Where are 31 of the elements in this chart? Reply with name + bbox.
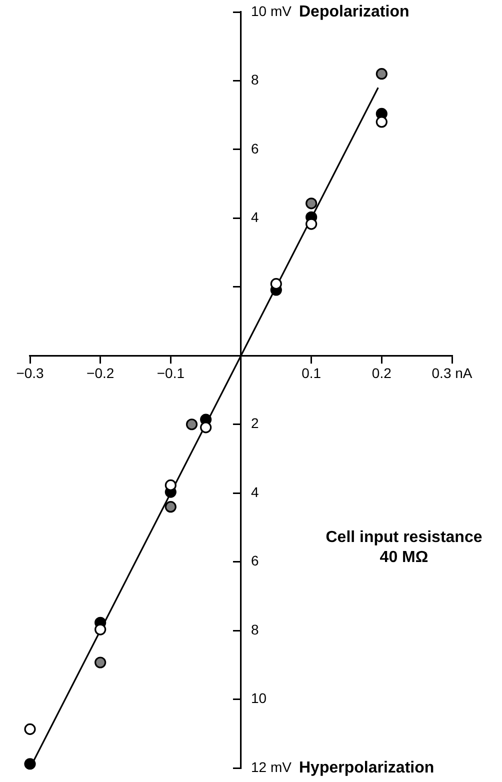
point bbox=[24, 758, 36, 770]
y-tick-label: 6 bbox=[251, 140, 259, 156]
point bbox=[376, 116, 388, 128]
point bbox=[200, 422, 212, 434]
point bbox=[94, 624, 106, 636]
y-tick-label: 12 mV bbox=[251, 758, 292, 775]
y-tick-label: 2 bbox=[251, 415, 259, 432]
y-tick-label: 10 bbox=[251, 690, 267, 706]
point bbox=[24, 723, 36, 735]
annotation: Cell input resistance 40 MΩ bbox=[326, 529, 482, 566]
x-tick-label: −0.1 bbox=[156, 364, 185, 381]
y-tick-label: 6 bbox=[251, 552, 259, 569]
x-tick-label: 0.1 bbox=[302, 364, 322, 381]
x-tick-label: −0.2 bbox=[86, 364, 114, 381]
x-tick-label: 0.3 nA bbox=[432, 364, 473, 381]
point bbox=[164, 501, 176, 513]
x-tick-label: −0.3 bbox=[16, 364, 44, 381]
point bbox=[94, 656, 106, 668]
y-tick-label: 4 bbox=[251, 209, 259, 226]
x-tick-label: 0.2 bbox=[372, 364, 392, 381]
y-tick-label: 8 bbox=[251, 621, 259, 638]
point bbox=[306, 218, 318, 230]
point bbox=[164, 479, 176, 491]
y-tick-label: 10 mV bbox=[251, 2, 292, 19]
point bbox=[306, 198, 318, 210]
y-tick-label: 8 bbox=[251, 72, 259, 88]
point bbox=[376, 68, 388, 80]
y-tick-label: 4 bbox=[251, 484, 259, 500]
annotation: Hyperpolarization bbox=[299, 759, 434, 776]
annotation: Depolarization bbox=[299, 3, 410, 20]
point bbox=[186, 418, 198, 430]
